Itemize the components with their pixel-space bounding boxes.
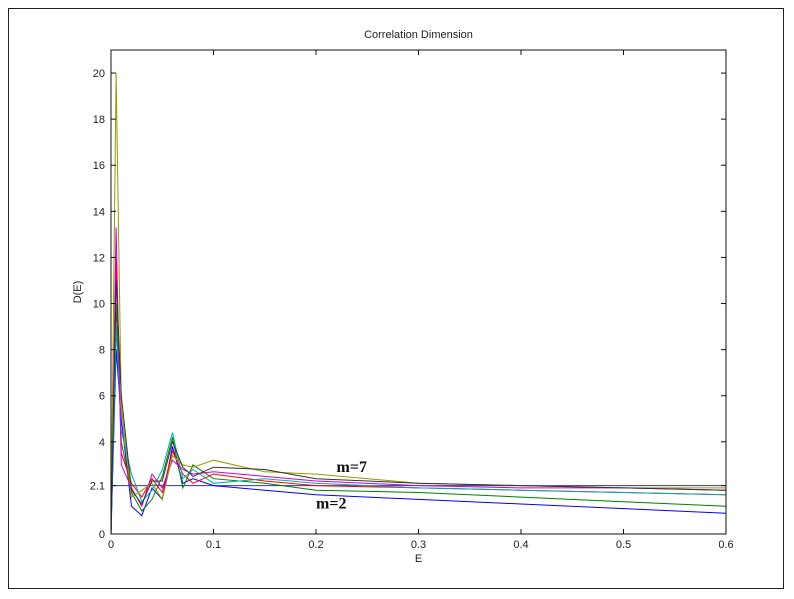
y-tick-label: 10	[93, 299, 105, 311]
y-tick-label: 14	[93, 206, 105, 218]
y-axis-label: D(E)	[72, 281, 84, 304]
x-tick-label: 0	[108, 539, 114, 551]
y-tick-label: 4	[99, 437, 105, 449]
x-tick-label: 0.3	[411, 539, 426, 551]
series-line-5	[110, 72, 726, 535]
plot-content	[110, 72, 727, 535]
annotation-m2: m=2	[316, 496, 346, 513]
y-tick-label: 20	[93, 68, 105, 80]
series-line-3	[110, 326, 727, 535]
series-line-0	[110, 349, 727, 535]
annotation-m7: m=7	[337, 459, 367, 476]
y-tick-label: 8	[99, 345, 105, 357]
x-tick-label: 0.6	[718, 539, 733, 551]
x-tick-label: 0.5	[616, 539, 631, 551]
y-tick-label: 16	[93, 160, 105, 172]
series-line-1	[110, 303, 727, 535]
x-tick-label: 0.4	[513, 539, 528, 551]
series-line-4	[110, 227, 727, 535]
x-axis-label: E	[415, 553, 422, 565]
y-tick-label: 6	[99, 391, 105, 403]
y-tick-label: 2.1	[90, 481, 105, 493]
x-tick-label: 0.2	[308, 539, 323, 551]
y-tick-label: 12	[93, 252, 105, 264]
y-tick-label: 0	[99, 529, 105, 541]
chart-title: Correlation Dimension	[364, 29, 473, 41]
x-tick-label: 0.1	[206, 539, 221, 551]
axis-ticks: 0 0.1 0.2 0.3 0.4 0.5 0.6 0 2.1 4 6 8 10 12 14 16 18 20	[90, 50, 734, 551]
plot-area-border	[110, 49, 727, 535]
series-line-6	[110, 280, 727, 535]
y-tick-label: 18	[93, 114, 105, 126]
